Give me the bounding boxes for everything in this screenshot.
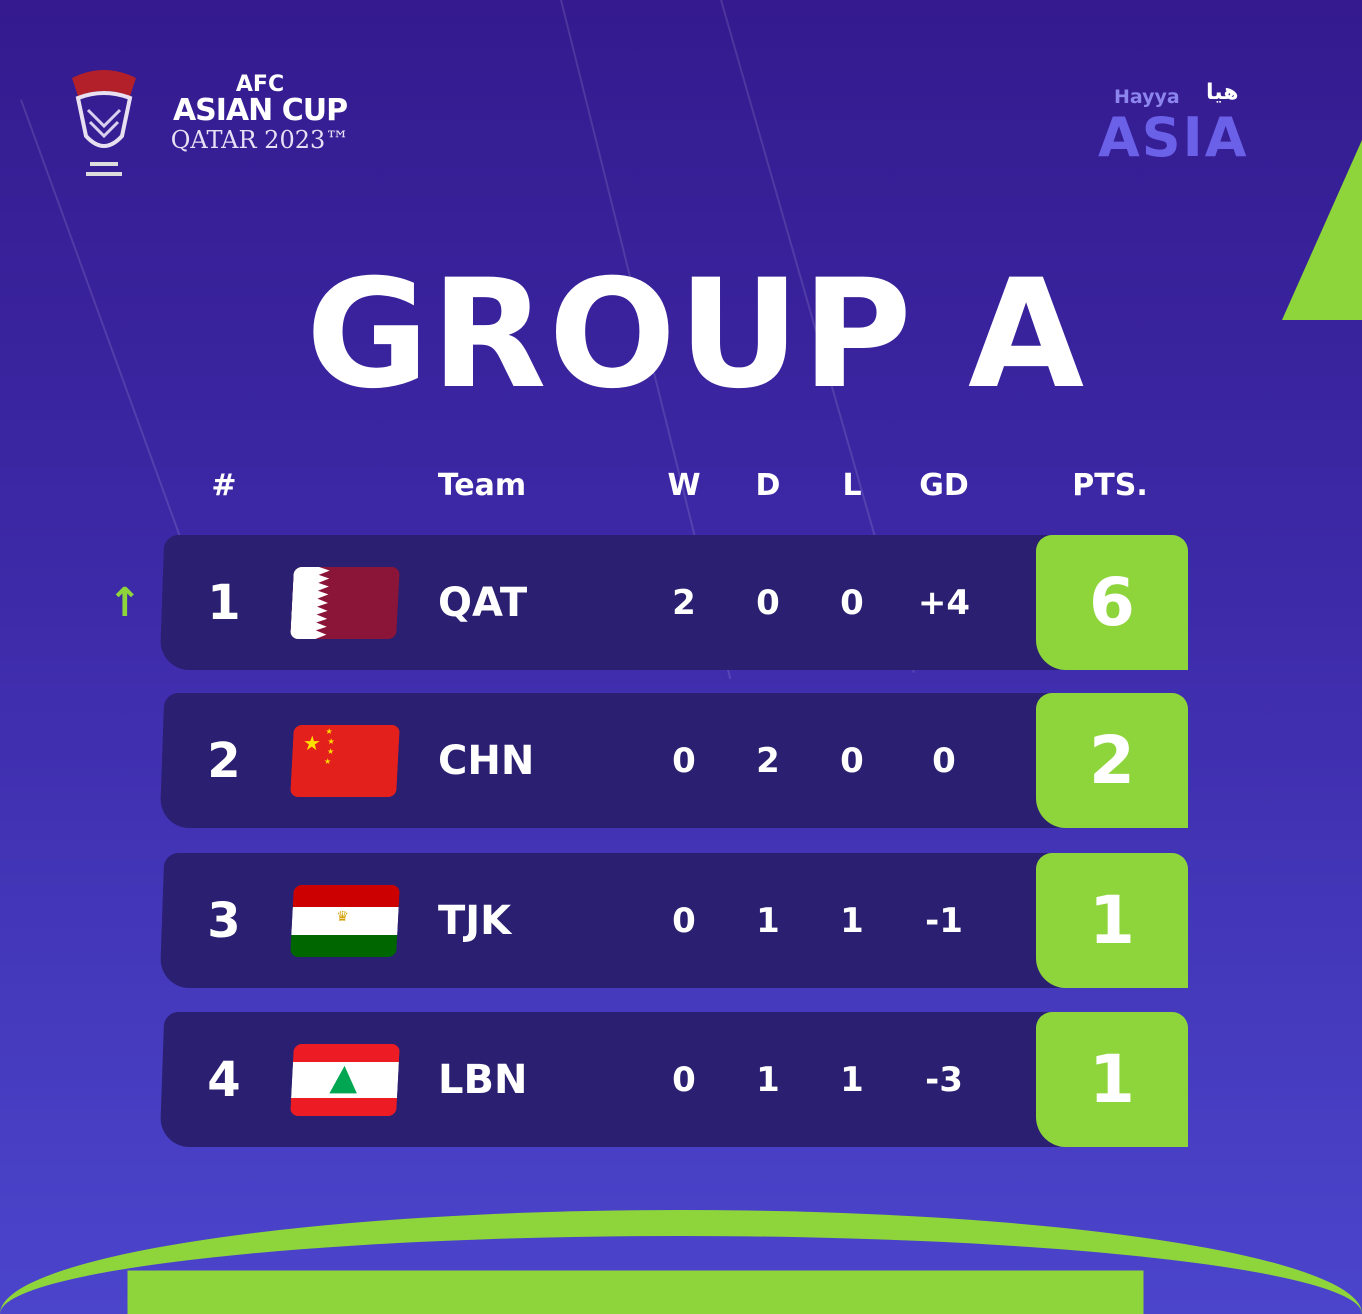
header-d: D [755,468,781,503]
draws: 2 [756,740,780,781]
wins: 0 [672,740,696,781]
team-name: TJK [438,897,512,944]
header-team: Team [437,468,527,503]
table-row: 4 ▲ LBN 0 1 1 -3 1 [159,1012,1188,1147]
draws: 1 [756,1059,780,1100]
hayya-text: Hayya [1114,86,1180,108]
flag-qatar-icon [290,567,400,639]
header-l: L [842,468,862,503]
goal-difference: -3 [925,1059,963,1100]
arrow-up-icon: ↑ [108,580,142,626]
hayya-asia-logo: ASIA Hayya هيا [1088,66,1268,186]
points: 6 [1036,535,1188,670]
points: 1 [1036,1012,1188,1147]
table-row: 2 ★ ★ ★ ★ ★ CHN 0 2 0 0 2 [159,693,1188,828]
goal-difference: -1 [925,900,963,941]
wins: 0 [672,900,696,941]
team-name: LBN [438,1056,528,1103]
flag-tajikistan-icon: ♛ [290,885,400,957]
header-gd: GD [919,468,969,503]
losses: 0 [840,582,864,623]
hayya-asia-text: ASIA [1098,106,1249,169]
points: 2 [1036,693,1188,828]
header-w: W [667,468,701,503]
qatar-2023-text: QATAR 2023™ [170,126,350,154]
page-title: GROUP A [305,248,1087,422]
losses: 1 [840,900,864,941]
rank: 2 [207,732,241,789]
table-row: 1 QAT 2 0 0 +4 6 [159,535,1188,670]
rank: 3 [207,892,241,949]
hayya-arabic-text: هيا [1206,80,1239,105]
trophy-icon [72,70,136,176]
losses: 0 [840,740,864,781]
draws: 0 [756,582,780,623]
points: 1 [1036,853,1188,988]
table-row: 3 ♛ TJK 0 1 1 -1 1 [159,853,1188,988]
goal-difference: +4 [917,582,971,623]
wins: 0 [672,1059,696,1100]
rank: 4 [207,1051,241,1108]
afc-text: AFC [235,72,285,97]
asian-cup-text: ASIAN CUP [172,93,348,128]
header-pts: PTS. [1072,468,1148,503]
team-name: QAT [438,579,528,626]
decor-swoosh [0,1210,1362,1314]
flag-lebanon-icon: ▲ [290,1044,400,1116]
rank: 1 [207,574,241,631]
draws: 1 [756,900,780,941]
goal-difference: 0 [932,740,956,781]
afc-asian-cup-logo: AFC ASIAN CUP QATAR 2023™ [68,66,368,186]
losses: 1 [840,1059,864,1100]
header-rank: # [211,468,237,503]
team-name: CHN [438,737,535,784]
flag-china-icon: ★ ★ ★ ★ ★ [290,725,400,797]
wins: 2 [672,582,696,623]
